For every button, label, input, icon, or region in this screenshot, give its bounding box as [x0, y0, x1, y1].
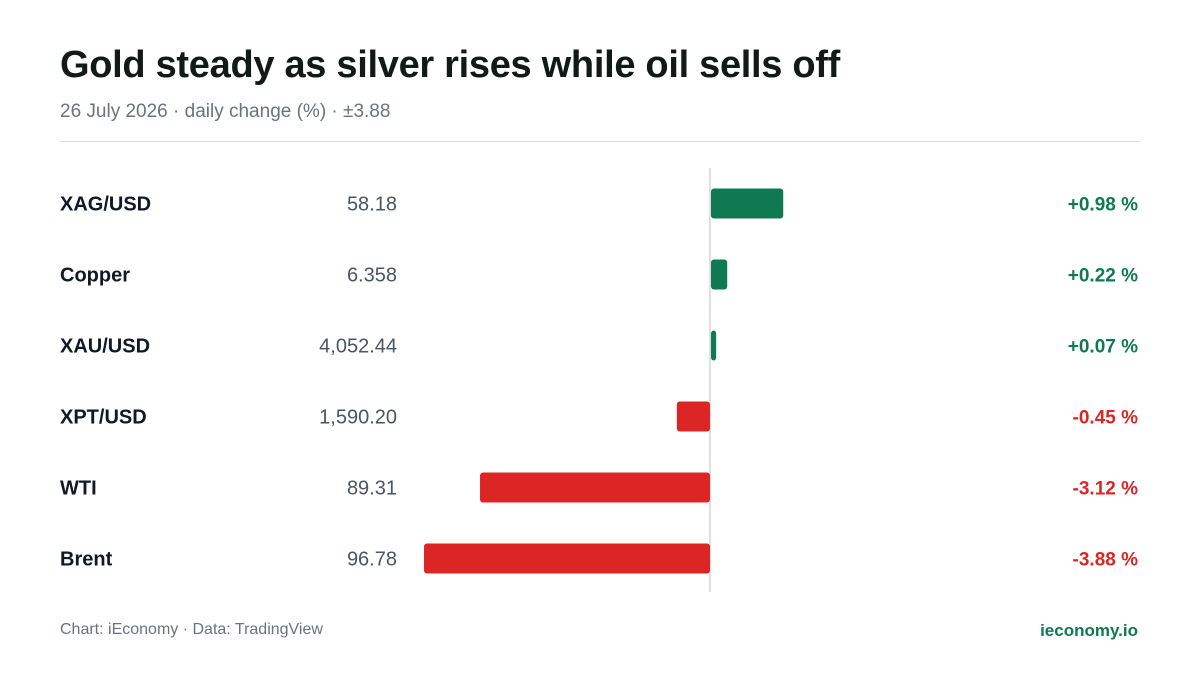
- category-label: XPT/USD: [60, 407, 147, 429]
- chart-title: Gold steady as silver rises while oil se…: [60, 44, 841, 86]
- category-label: XAG/USD: [60, 194, 151, 216]
- category-label: Brent: [60, 549, 113, 571]
- value-label: -0.45 %: [1073, 408, 1139, 429]
- price-label: 96.78: [347, 549, 397, 571]
- price-label: 6.358: [347, 265, 397, 287]
- price-label: 58.18: [347, 194, 397, 216]
- price-label: 1,590.20: [319, 407, 397, 429]
- value-label: +0.22 %: [1068, 266, 1138, 287]
- footer-brand-link[interactable]: ieconomy.io: [1040, 621, 1138, 640]
- value-label: +0.07 %: [1068, 337, 1138, 358]
- bar-copper: [711, 259, 728, 290]
- price-label: 89.31: [347, 478, 397, 500]
- price-label: 4,052.44: [319, 336, 397, 358]
- category-label: Copper: [60, 265, 130, 287]
- bar-xau-usd: [711, 330, 717, 361]
- value-label: -3.88 %: [1073, 550, 1139, 571]
- bar-wti: [480, 472, 710, 503]
- bar-brent: [424, 543, 710, 574]
- value-label: -3.12 %: [1073, 479, 1139, 500]
- bar-xag-usd: [711, 188, 784, 219]
- bar-xpt-usd: [676, 401, 710, 432]
- value-label: +0.98 %: [1068, 195, 1138, 216]
- category-label: WTI: [60, 478, 97, 500]
- chart-subtitle: 26 July 2026 · daily change (%) · ±3.88: [60, 101, 391, 122]
- category-label: XAU/USD: [60, 336, 150, 358]
- header-divider: [60, 141, 1140, 142]
- footer-credit: Chart: iEconomy · Data: TradingView: [60, 621, 323, 638]
